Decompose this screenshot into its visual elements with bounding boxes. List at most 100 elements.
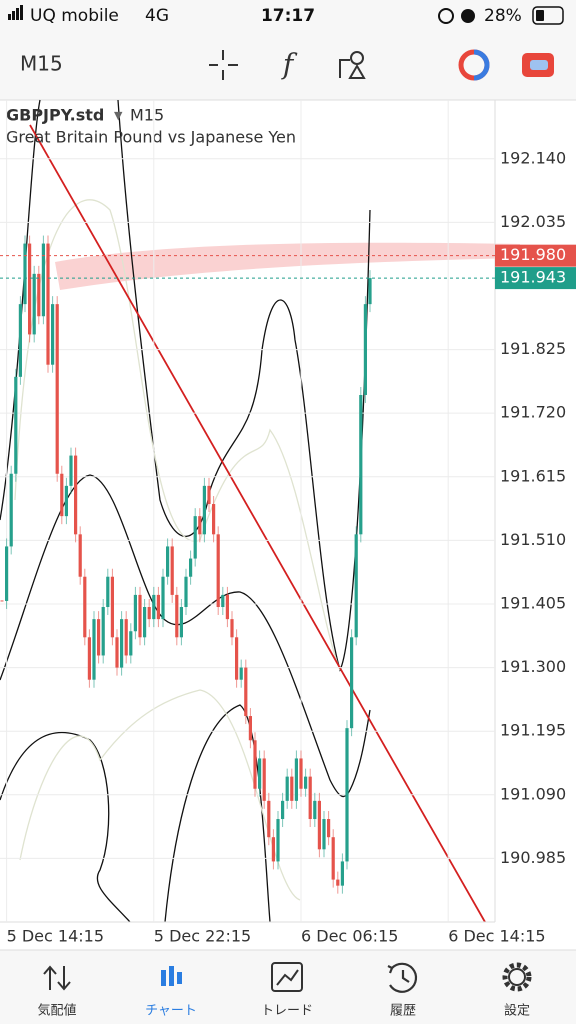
candle xyxy=(37,273,41,317)
header-bg xyxy=(0,0,576,100)
candle xyxy=(248,716,252,741)
settings-icon[interactable] xyxy=(502,962,532,992)
candle xyxy=(258,758,262,789)
candle xyxy=(115,637,119,668)
price-label: 191.980 xyxy=(500,245,566,264)
quotes-icon[interactable] xyxy=(43,965,71,991)
candle xyxy=(14,376,18,474)
candle xyxy=(230,619,234,638)
nav-label[interactable]: 気配値 xyxy=(37,1003,76,1019)
objects-tool[interactable] xyxy=(339,51,366,79)
candle xyxy=(138,594,142,638)
y-tick-label: 191.825 xyxy=(500,339,566,358)
y-tick-label: 192.035 xyxy=(500,212,566,231)
candle xyxy=(23,243,27,305)
clock: 17:17 xyxy=(261,6,315,26)
candle xyxy=(64,485,68,517)
candle xyxy=(55,304,59,474)
candle xyxy=(129,631,133,656)
candle xyxy=(175,594,179,638)
candle xyxy=(225,594,229,620)
candle xyxy=(244,667,248,717)
candle xyxy=(92,619,96,680)
trend-line xyxy=(29,124,486,923)
candle xyxy=(156,594,160,620)
nav-label[interactable]: 履歴 xyxy=(390,1004,416,1019)
candle xyxy=(106,576,110,608)
candle xyxy=(41,243,45,317)
candle xyxy=(308,776,312,820)
candle xyxy=(276,819,280,862)
price-label: 191.943 xyxy=(500,268,566,287)
x-tick-label: 5 Dec 14:15 xyxy=(7,927,104,946)
candle xyxy=(304,776,308,789)
signal xyxy=(8,5,23,20)
crosshair-tool[interactable] xyxy=(209,50,238,80)
candle xyxy=(69,455,73,486)
candle xyxy=(51,304,55,365)
candle xyxy=(285,776,289,801)
y-tick-label: 191.090 xyxy=(500,784,566,803)
candle xyxy=(271,837,275,862)
highlight-stroke xyxy=(55,242,520,290)
y-tick-label: 191.510 xyxy=(500,530,566,549)
candle xyxy=(179,607,183,638)
candle xyxy=(331,837,335,880)
candle xyxy=(32,273,36,335)
candle xyxy=(18,304,22,377)
battery-icon xyxy=(532,6,564,25)
symbol[interactable]: GBPJPY.std xyxy=(6,106,104,125)
price-label-bg xyxy=(495,267,576,290)
nav-label[interactable]: 設定 xyxy=(504,1003,530,1019)
candle xyxy=(294,758,298,801)
candle xyxy=(193,516,197,559)
candle xyxy=(110,576,114,638)
candle xyxy=(336,879,340,886)
y-tick-label: 191.405 xyxy=(500,593,566,612)
candle xyxy=(87,637,91,680)
candle xyxy=(9,473,13,547)
trade-button[interactable] xyxy=(458,49,490,81)
candle xyxy=(322,819,326,850)
x-tick-label: 6 Dec 14:15 xyxy=(448,927,545,946)
chart-icon[interactable] xyxy=(161,966,182,986)
candle xyxy=(350,637,354,729)
network: 4G xyxy=(145,6,169,26)
candle xyxy=(152,594,156,620)
candle xyxy=(133,594,137,632)
candle xyxy=(317,800,321,850)
battery-level xyxy=(536,10,544,21)
candle xyxy=(189,558,193,577)
candle xyxy=(327,819,331,838)
candle xyxy=(281,800,285,820)
candle xyxy=(354,534,358,638)
candle xyxy=(207,485,211,505)
candle xyxy=(198,516,202,535)
candle xyxy=(313,800,317,820)
y-tick-label: 191.615 xyxy=(500,466,566,485)
nav-label[interactable]: トレード xyxy=(261,1004,313,1019)
y-tick-label: 192.140 xyxy=(500,148,566,167)
candle xyxy=(368,278,372,305)
candle xyxy=(120,619,124,668)
candle xyxy=(253,740,257,789)
candle xyxy=(143,607,147,638)
candle xyxy=(166,546,170,577)
y-tick-label: 191.195 xyxy=(500,721,566,740)
candle xyxy=(235,637,239,680)
history-icon[interactable] xyxy=(387,962,418,993)
trade-icon[interactable] xyxy=(271,962,303,992)
candle xyxy=(262,758,266,801)
symbol-caret: ▼ xyxy=(114,109,123,122)
candle xyxy=(170,546,174,595)
x-tick-label: 5 Dec 22:15 xyxy=(154,927,251,946)
candle xyxy=(124,619,128,656)
candle xyxy=(83,576,87,638)
candle xyxy=(290,776,294,801)
timeframe-button[interactable]: M15 xyxy=(20,52,63,76)
account-button[interactable] xyxy=(522,53,554,77)
nav-label[interactable]: チャート xyxy=(145,1004,197,1019)
candle xyxy=(340,861,344,886)
